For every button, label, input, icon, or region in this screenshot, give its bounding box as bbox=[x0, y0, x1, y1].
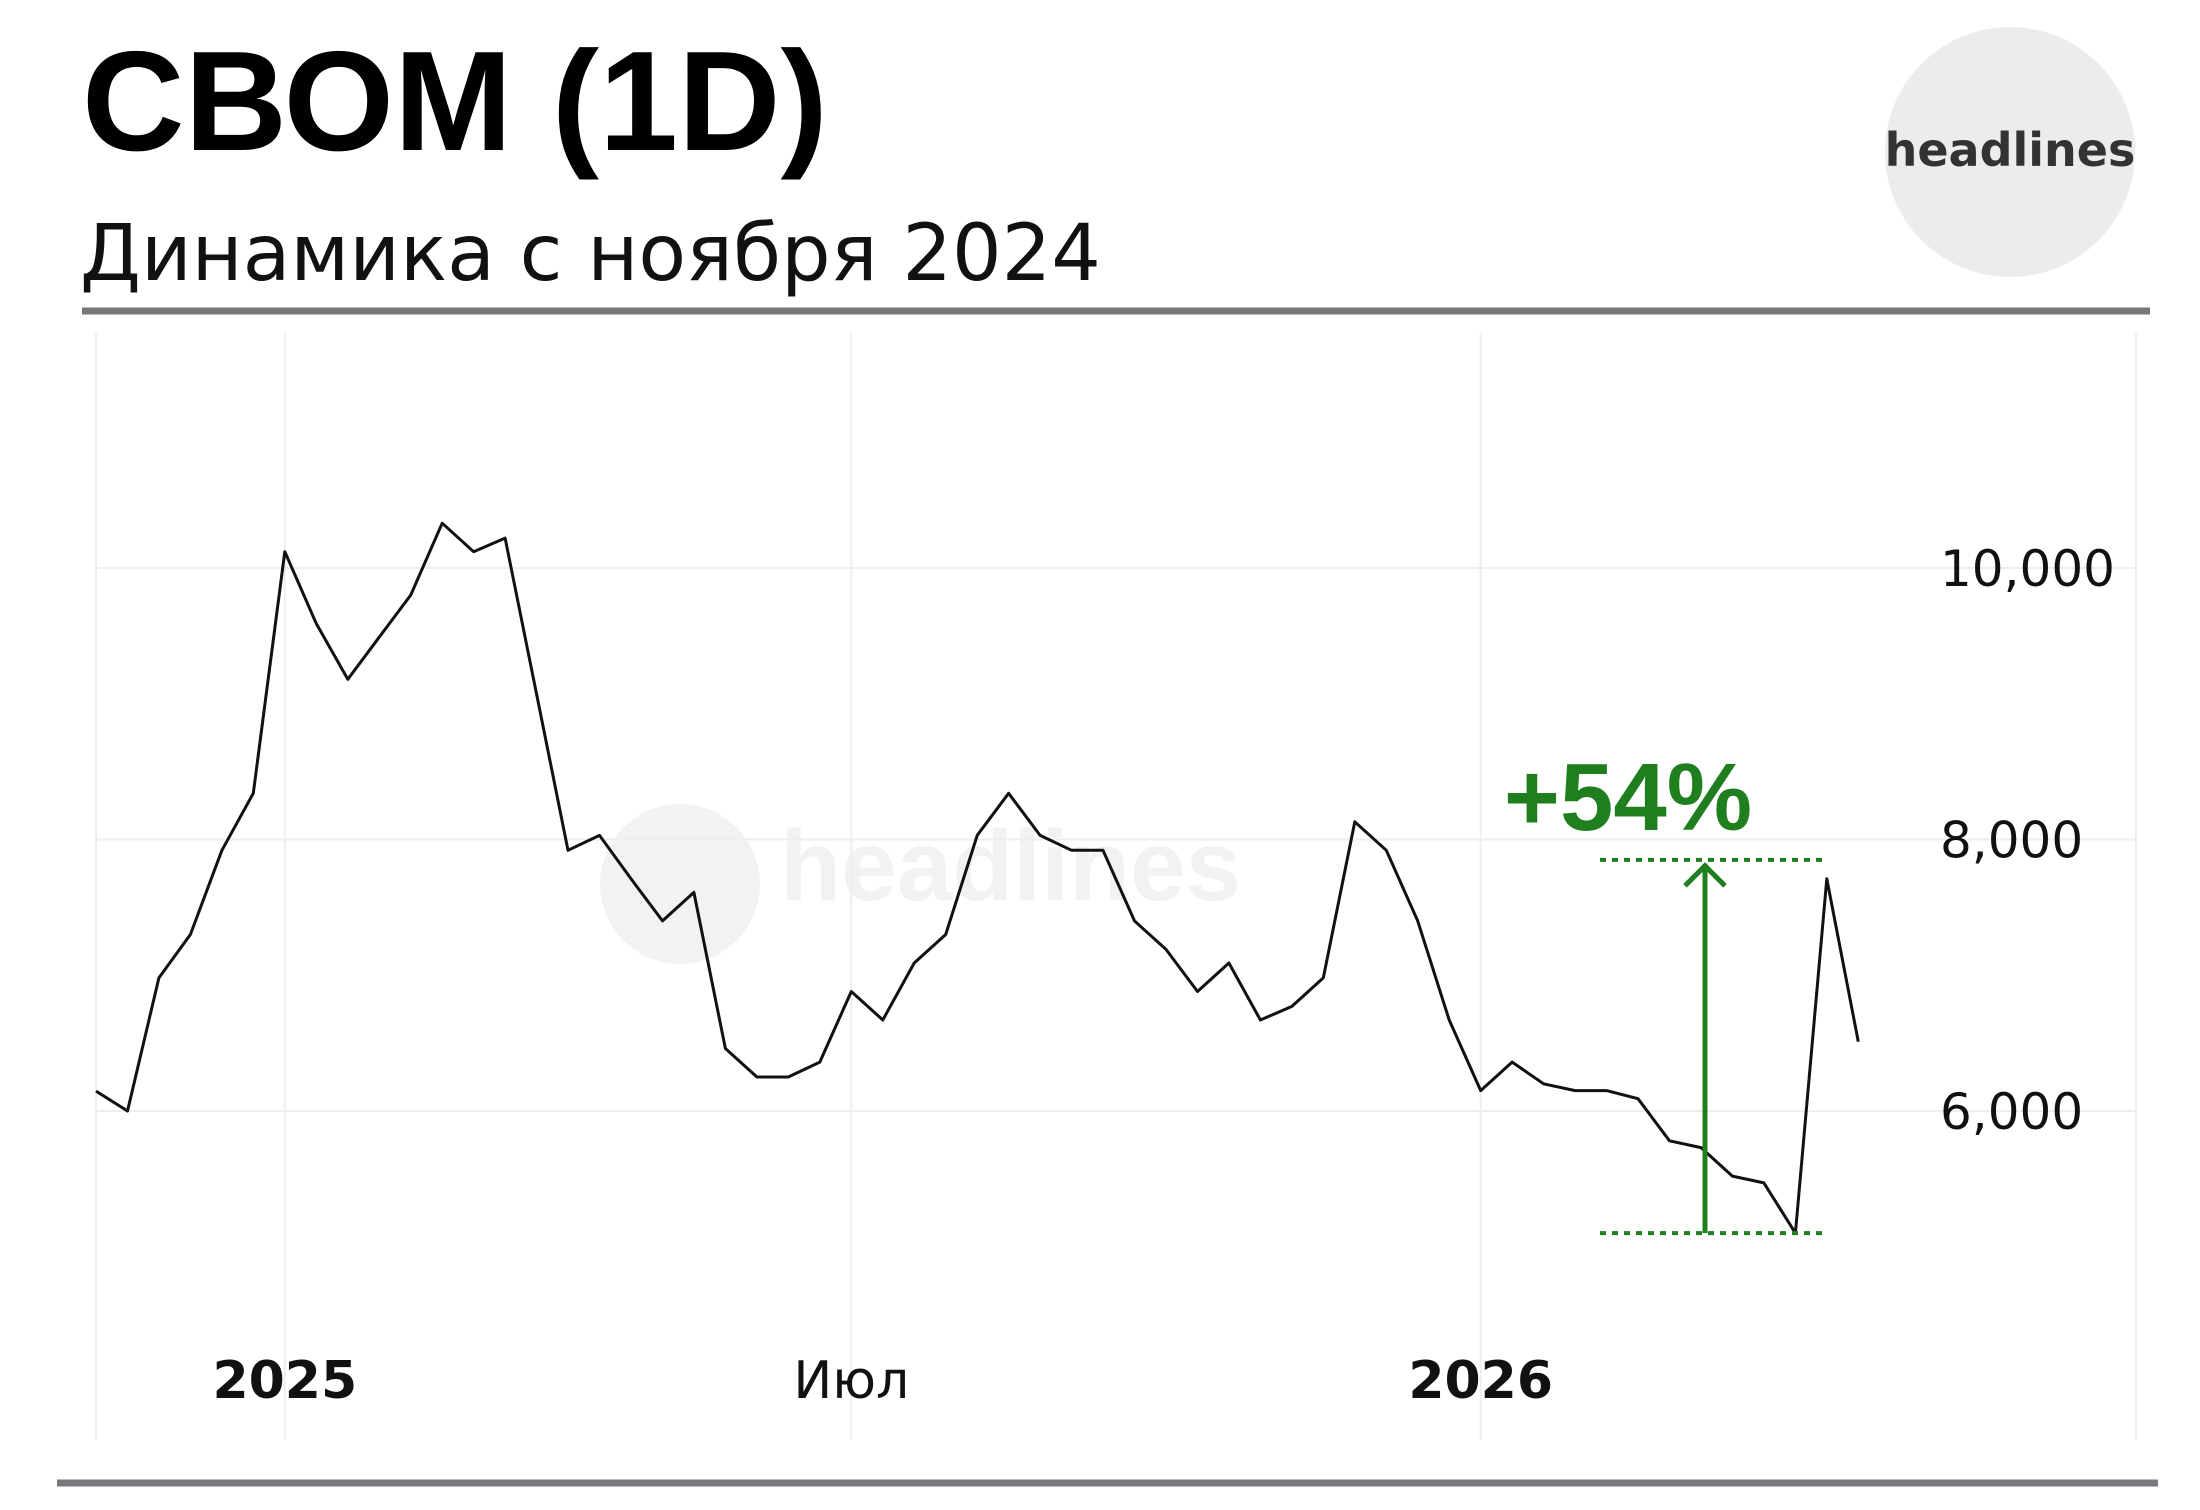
chart-title: СВОМ (1D) bbox=[82, 22, 828, 181]
logo-text: headlines bbox=[1885, 123, 2136, 177]
x-tick-label: 2025 bbox=[212, 1351, 357, 1411]
plot-area: 6,000 8,000 10,000 2025 Июл 2026 +54% bbox=[95, 333, 2136, 1440]
annotation-arrowhead bbox=[1683, 862, 1727, 888]
logo-circle bbox=[1885, 27, 2135, 277]
price-line bbox=[95, 521, 1860, 1235]
watermark-text: headlines bbox=[780, 810, 1241, 922]
y-tick-label: 10,000 bbox=[1940, 540, 2115, 598]
annotation-label: +54% bbox=[1504, 744, 1752, 851]
y-tick-label: 8,000 bbox=[1940, 811, 2083, 869]
chart-subtitle: Динамика с ноября 2024 bbox=[80, 209, 1101, 299]
x-tick-label: Июл bbox=[793, 1351, 909, 1411]
y-tick-label: 6,000 bbox=[1940, 1083, 2083, 1141]
watermark-circle bbox=[600, 804, 760, 964]
x-tick-label: 2026 bbox=[1408, 1351, 1553, 1411]
